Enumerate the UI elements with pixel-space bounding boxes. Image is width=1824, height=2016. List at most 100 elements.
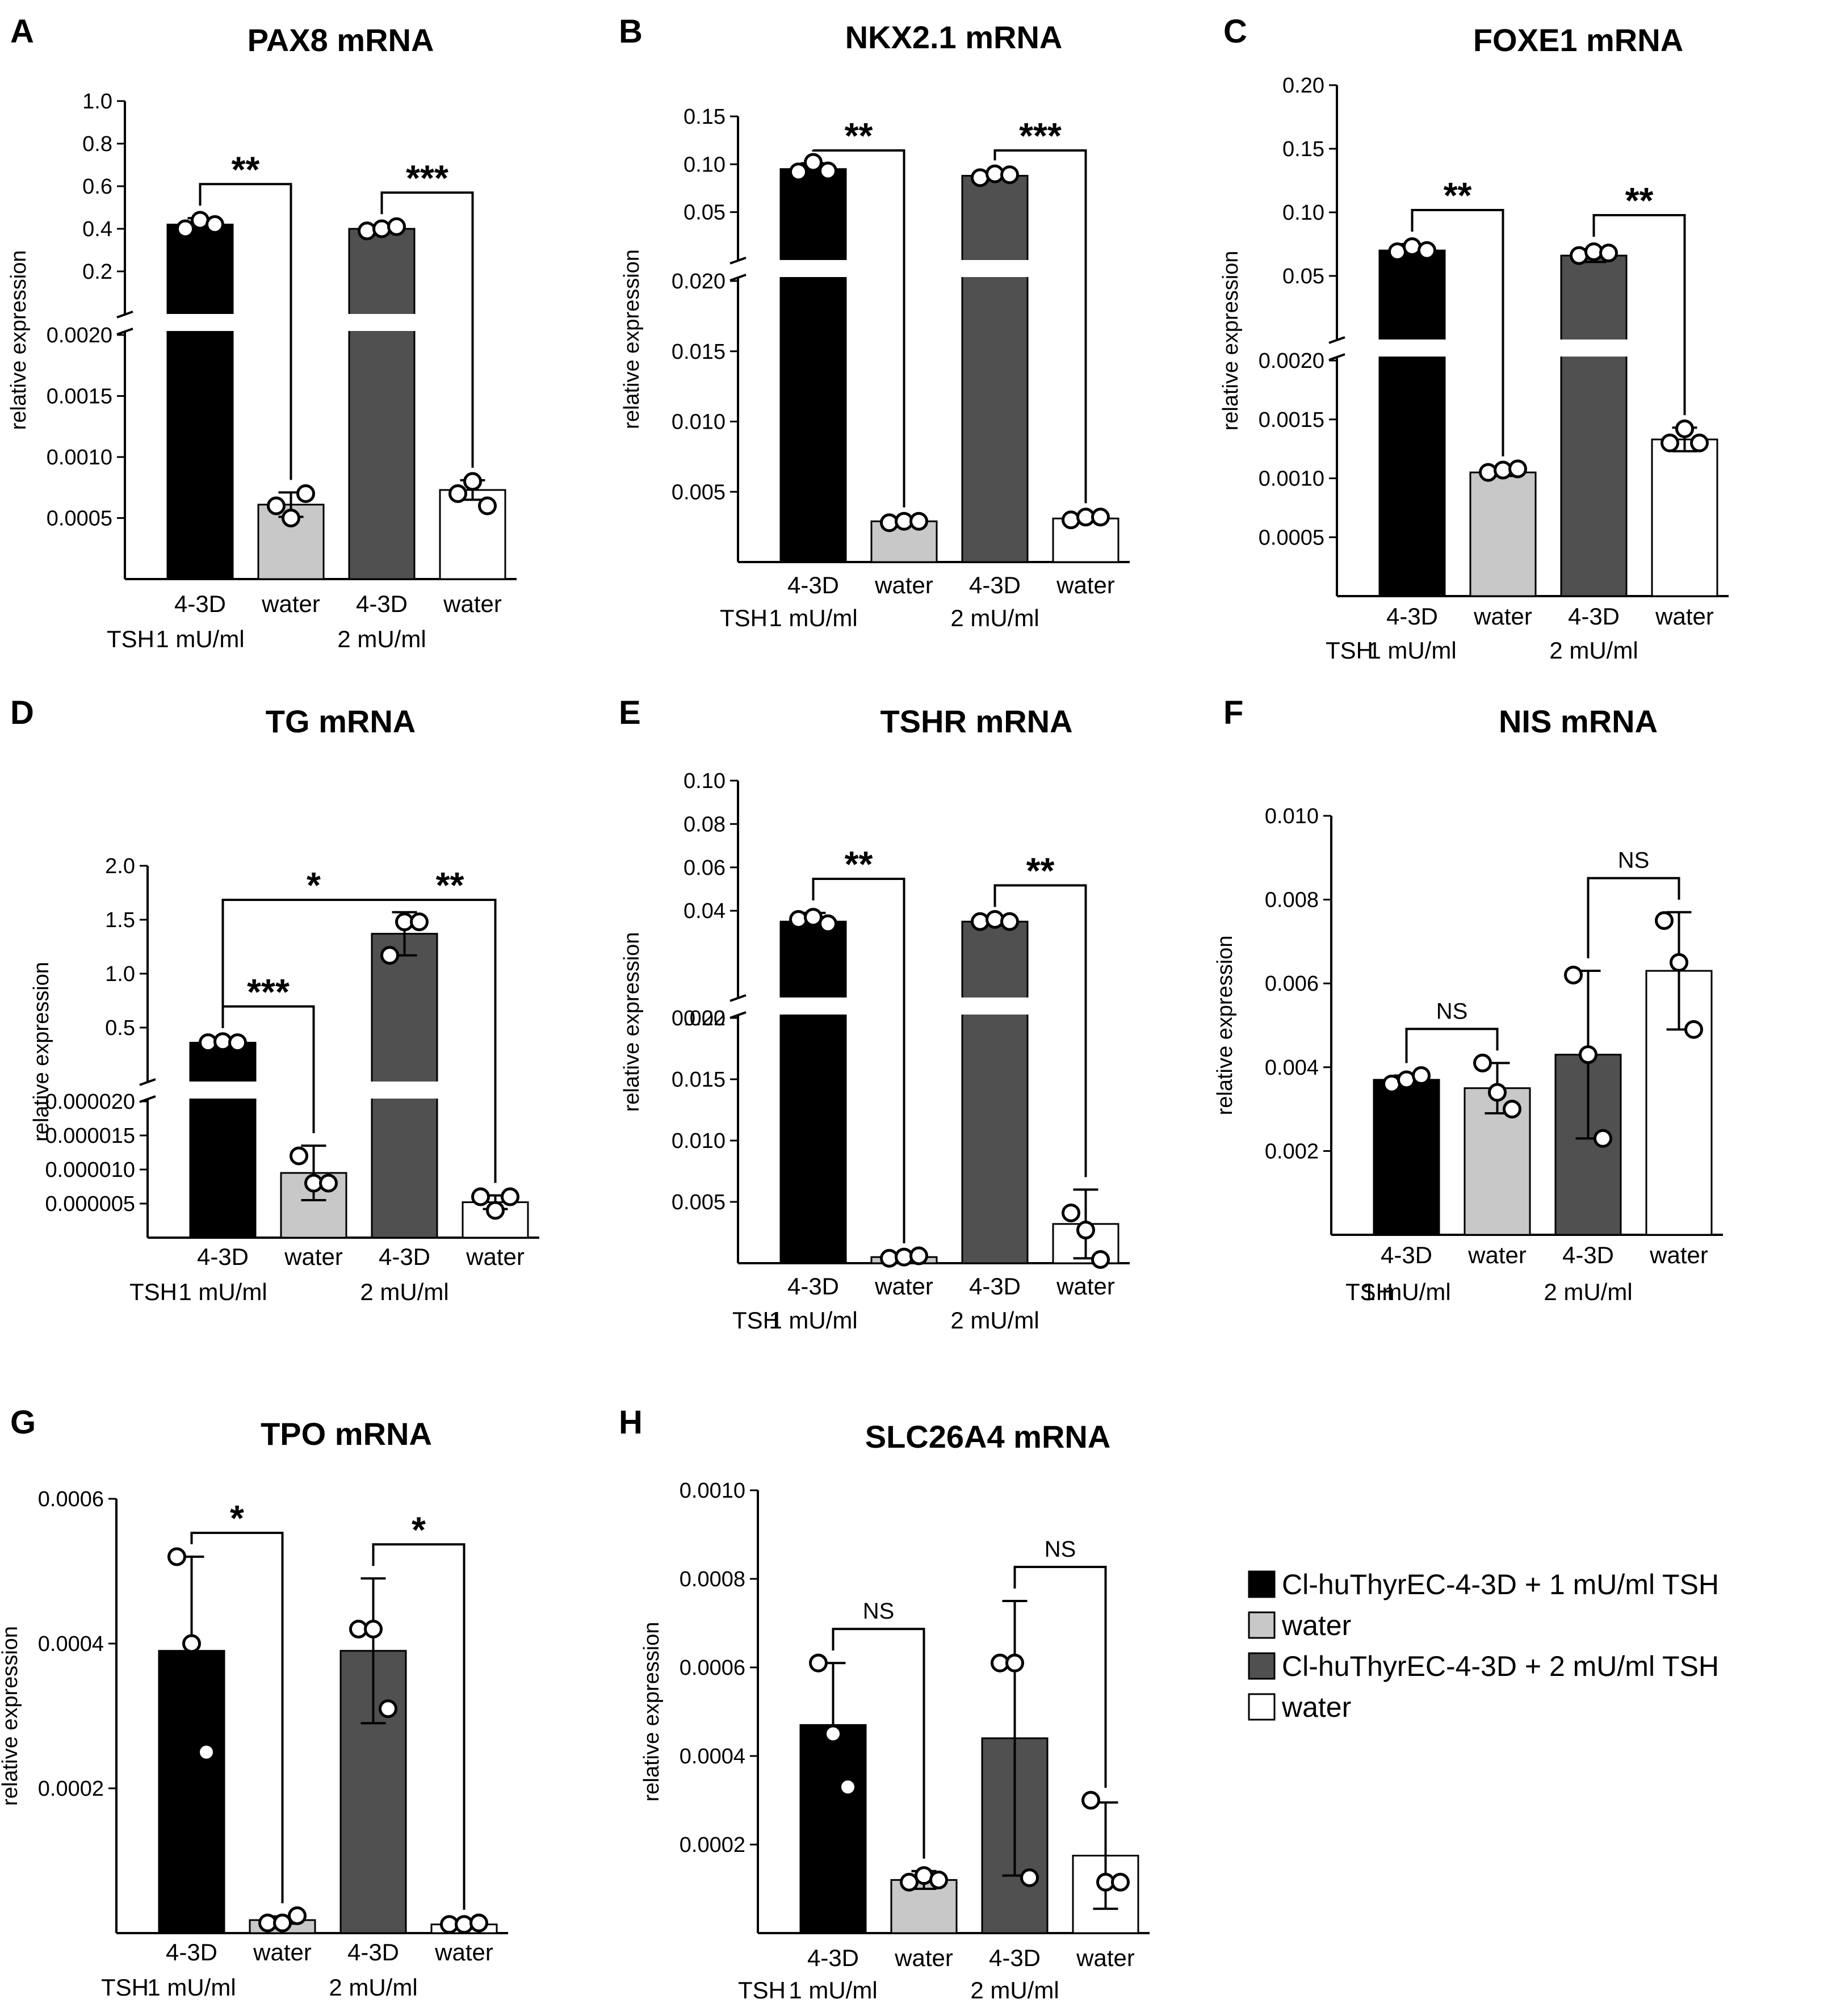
data-point	[380, 946, 399, 965]
axis-break-mark	[1328, 336, 1345, 344]
significance-bracket	[993, 149, 1087, 504]
x-category-label: 4-3D	[166, 1939, 217, 1965]
data-point	[1599, 244, 1618, 263]
panel-b: B NKX2.1 mRNA relative expression 0.005 0.01…	[619, 13, 1130, 631]
panel-a: A PAX8 mRNA relative expression 0.0005 0.001…	[7, 13, 517, 652]
panel-letter: C	[1223, 13, 1247, 50]
y-axis-label: relative expression	[1213, 936, 1237, 1116]
y-tick-label: 0.0006	[38, 1487, 104, 1511]
significance-label: *	[230, 1498, 244, 1539]
y-tick-label: 0.008	[1265, 888, 1319, 912]
x-category-sublabel: 2 mU/ml	[1549, 637, 1638, 664]
x-category-label: 4-3D	[969, 572, 1021, 598]
y-tick-label: 0.20	[1282, 74, 1324, 98]
significance-label: ***	[1019, 115, 1062, 156]
data-point	[909, 1246, 928, 1265]
x-category-label: water	[874, 572, 933, 598]
y-tick-label: 0.02	[684, 1007, 726, 1030]
y-tick-label: 0.05	[684, 201, 726, 225]
tsh-label: TSH	[129, 1279, 177, 1305]
significance-bracket	[812, 878, 905, 1244]
data-point	[804, 153, 823, 172]
tsh-label: TSH	[732, 1307, 780, 1334]
data-point	[971, 912, 989, 931]
bar-4	[1651, 438, 1718, 597]
y-tick-label: 0.0015	[47, 385, 112, 409]
x-category-sublabel: 1 mU/ml	[769, 605, 857, 631]
data-point	[986, 909, 1004, 929]
data-point	[364, 1620, 383, 1638]
data-point	[290, 1146, 308, 1166]
data-point	[909, 512, 928, 531]
data-point	[296, 484, 315, 503]
y-tick-label: 0.6	[82, 175, 112, 199]
panel-letter: E	[619, 694, 641, 731]
significance-bracket	[832, 1628, 925, 1859]
x-category-label: 4-3D	[1381, 1242, 1432, 1268]
legend-swatch	[1248, 1611, 1276, 1639]
y-tick-label: 0.000010	[45, 1158, 136, 1182]
x-category-label: water	[1056, 572, 1115, 598]
legend-label: water	[1281, 1610, 1351, 1641]
data-point	[1020, 1868, 1039, 1887]
y-tick-label: 0.0010	[1259, 467, 1324, 491]
x-category-label: water	[284, 1243, 343, 1270]
significance-label: **	[436, 865, 464, 906]
y-axis-label: relative expression	[1219, 251, 1243, 431]
x-category-sublabel: 2 mU/ml	[1544, 1279, 1632, 1305]
y-tick-label: 0.4	[82, 217, 112, 241]
x-category-sublabel: 2 mU/ml	[329, 1974, 417, 2001]
y-tick-label: 0.020	[672, 1007, 726, 1030]
bar-break-gap	[1559, 340, 1628, 357]
panel-f: F NIS mRNA relative expression 0.002 0.004 0.…	[1213, 694, 1723, 1305]
data-point	[1661, 433, 1679, 452]
legend-swatch	[1248, 1570, 1276, 1598]
panel-title: SLC26A4 mRNA	[865, 1419, 1111, 1455]
panel-g: G TPO mRNA relative expression 0.0002 0.0004…	[0, 1404, 508, 2001]
x-category-sublabel: 2 mU/ml	[950, 1307, 1039, 1334]
bar-1	[1378, 249, 1446, 597]
y-tick-label: 0.0005	[47, 507, 112, 531]
data-point	[197, 1742, 216, 1762]
axis-break-mark	[116, 311, 133, 318]
y-tick-label: 0.0008	[680, 1567, 745, 1591]
y-tick-label: 0.0020	[1259, 349, 1324, 373]
data-point	[1081, 1791, 1100, 1810]
axis-break-mark	[729, 257, 747, 265]
axis-break-mark	[116, 328, 133, 336]
bar-break-gap	[779, 260, 848, 277]
data-point	[448, 484, 467, 503]
legend-label: Cl-huThyrEC-4-3D + 2 mU/ml TSH	[1282, 1650, 1719, 1682]
x-category-sublabel: 2 mU/ml	[360, 1279, 448, 1305]
data-point	[182, 1634, 201, 1653]
data-point	[379, 1699, 397, 1719]
y-tick-label: 0.0010	[47, 446, 112, 470]
tsh-label: TSH	[738, 1977, 786, 2004]
y-tick-label: 0.0004	[680, 1745, 745, 1768]
panel-d: D TG mRNA relative expression 0.000005 0.000…	[10, 694, 539, 1305]
bar-break-gap	[961, 260, 1029, 277]
bar-break-gap	[1378, 340, 1446, 357]
significance-bracket	[380, 191, 474, 468]
panel-title: TSHR mRNA	[880, 703, 1072, 739]
data-point	[1690, 433, 1709, 452]
panel-h: H SLC26A4 mRNA relative expression 0.0002 0.…	[619, 1404, 1150, 2004]
data-point	[167, 1547, 186, 1566]
panel-letter: A	[10, 13, 34, 50]
bar-2	[1469, 471, 1537, 597]
x-category-label: water	[874, 1273, 933, 1300]
x-category-label: 4-3D	[347, 1939, 399, 1965]
bar-3	[961, 920, 1029, 1264]
legend-swatch	[1248, 1693, 1276, 1721]
bar-3	[348, 228, 416, 580]
y-tick-label: 0.006	[1265, 972, 1319, 996]
data-point	[486, 1201, 505, 1220]
y-tick-label: 0.0010	[680, 1479, 745, 1503]
data-point	[789, 162, 808, 182]
y-tick-label: 0.002	[1265, 1139, 1319, 1163]
data-point	[900, 1872, 919, 1892]
data-point	[1675, 419, 1694, 438]
data-point	[1076, 1221, 1095, 1240]
data-point	[1062, 1203, 1080, 1222]
significance-label: **	[845, 115, 873, 156]
